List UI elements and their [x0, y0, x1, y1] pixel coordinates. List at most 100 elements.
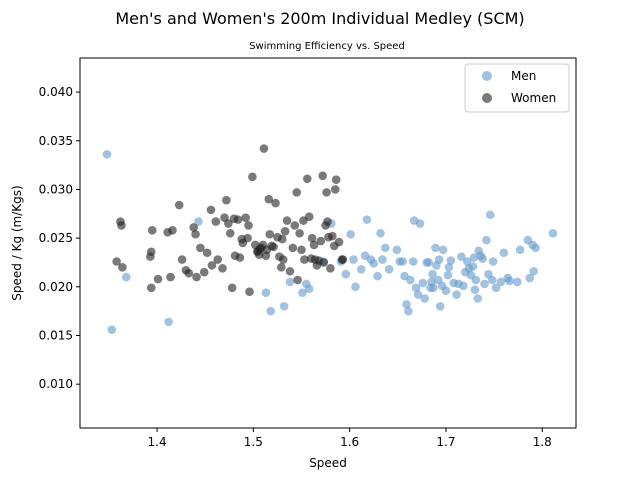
data-point-men — [431, 243, 440, 253]
data-point-women — [302, 174, 312, 184]
data-point-women — [269, 242, 278, 252]
data-point-women — [224, 219, 233, 228]
data-point-women — [241, 213, 250, 222]
data-point-men — [164, 317, 173, 327]
data-point-men — [418, 278, 428, 288]
x-axis-ticks: 1.4 1.5 1.6 1.7 1.8 — [148, 428, 552, 449]
data-point-women — [271, 198, 280, 208]
data-point-men — [428, 269, 437, 279]
y-tick-label: 0.035 — [39, 134, 73, 148]
data-point-men — [266, 306, 276, 316]
data-point-men — [356, 264, 366, 274]
y-tick-label: 0.040 — [39, 85, 73, 99]
data-point-women — [222, 195, 231, 205]
data-point-women — [300, 255, 309, 264]
data-point-men — [485, 210, 495, 220]
data-point-women — [207, 261, 217, 270]
y-tick-label: 0.010 — [39, 377, 73, 391]
data-point-men — [404, 306, 413, 316]
data-point-women — [227, 283, 237, 293]
data-point-women — [174, 200, 184, 210]
data-point-women — [245, 287, 254, 296]
data-point-women — [189, 223, 198, 232]
x-tick-label: 1.7 — [436, 435, 455, 449]
data-point-men — [496, 277, 506, 287]
y-tick-label: 0.015 — [39, 329, 73, 343]
data-point-men — [482, 235, 491, 245]
data-point-women — [117, 221, 126, 230]
data-point-men — [462, 257, 472, 266]
data-point-men — [304, 284, 314, 294]
data-point-women — [285, 266, 295, 276]
data-point-women — [259, 144, 269, 153]
data-point-men — [441, 286, 451, 296]
data-point-men — [351, 282, 360, 292]
data-point-men — [362, 215, 372, 224]
data-point-men — [384, 264, 394, 274]
data-point-women — [307, 233, 317, 243]
data-point-women — [322, 188, 331, 197]
data-point-women — [326, 264, 335, 273]
data-point-men — [505, 276, 514, 286]
y-tick-label: 0.020 — [39, 280, 73, 294]
data-point-men — [408, 257, 418, 266]
y-tick-label: 0.030 — [39, 182, 73, 196]
data-point-men — [444, 263, 454, 272]
data-point-men — [499, 248, 509, 258]
data-point-men — [435, 301, 445, 311]
data-point-men — [402, 300, 411, 309]
data-point-women — [277, 234, 287, 244]
data-point-women — [323, 217, 332, 226]
data-point-men — [452, 290, 461, 299]
data-point-women — [196, 243, 205, 253]
legend-marker-men — [482, 71, 492, 81]
data-point-men — [373, 271, 382, 281]
data-point-men — [438, 245, 448, 255]
x-axis-label: Speed — [309, 456, 347, 470]
data-point-men — [381, 243, 390, 253]
data-point-women — [243, 233, 252, 243]
data-point-women — [278, 255, 288, 264]
data-point-women — [146, 247, 156, 257]
data-point-men — [531, 243, 540, 253]
data-point-men — [285, 277, 295, 287]
data-point-women — [191, 229, 200, 239]
data-point-women — [166, 272, 175, 282]
data-point-men — [429, 283, 438, 293]
data-point-men — [392, 245, 402, 255]
data-point-women — [319, 258, 328, 267]
data-point-men — [468, 262, 478, 271]
data-point-men — [121, 272, 131, 282]
data-point-men — [469, 253, 479, 262]
data-point-women — [304, 212, 314, 222]
data-point-women — [288, 243, 298, 253]
data-point-men — [378, 255, 387, 264]
data-point-women — [264, 194, 274, 204]
x-tick-label: 1.4 — [148, 435, 167, 449]
data-point-women — [192, 272, 201, 282]
data-point-women — [282, 216, 292, 225]
data-point-women — [331, 175, 341, 185]
data-point-women — [293, 275, 302, 285]
data-point-men — [411, 283, 421, 293]
data-point-women — [118, 263, 127, 272]
data-point-men — [279, 301, 289, 311]
data-point-men — [376, 228, 385, 238]
data-point-women — [328, 231, 337, 241]
legend: Men Women — [464, 63, 570, 113]
data-point-women — [292, 188, 302, 197]
chart-title: Men's and Women's 200m Individual Medley… — [115, 9, 524, 28]
data-point-men — [369, 259, 379, 268]
data-point-women — [265, 229, 275, 239]
data-point-women — [316, 236, 326, 246]
data-point-women — [276, 263, 286, 272]
data-point-men — [478, 254, 487, 263]
data-point-men — [349, 255, 358, 264]
data-point-men — [515, 245, 525, 255]
data-point-women — [177, 255, 187, 264]
data-point-women — [248, 172, 257, 182]
data-point-women — [225, 228, 235, 238]
legend-marker-women — [482, 93, 492, 103]
data-point-women — [334, 237, 344, 247]
